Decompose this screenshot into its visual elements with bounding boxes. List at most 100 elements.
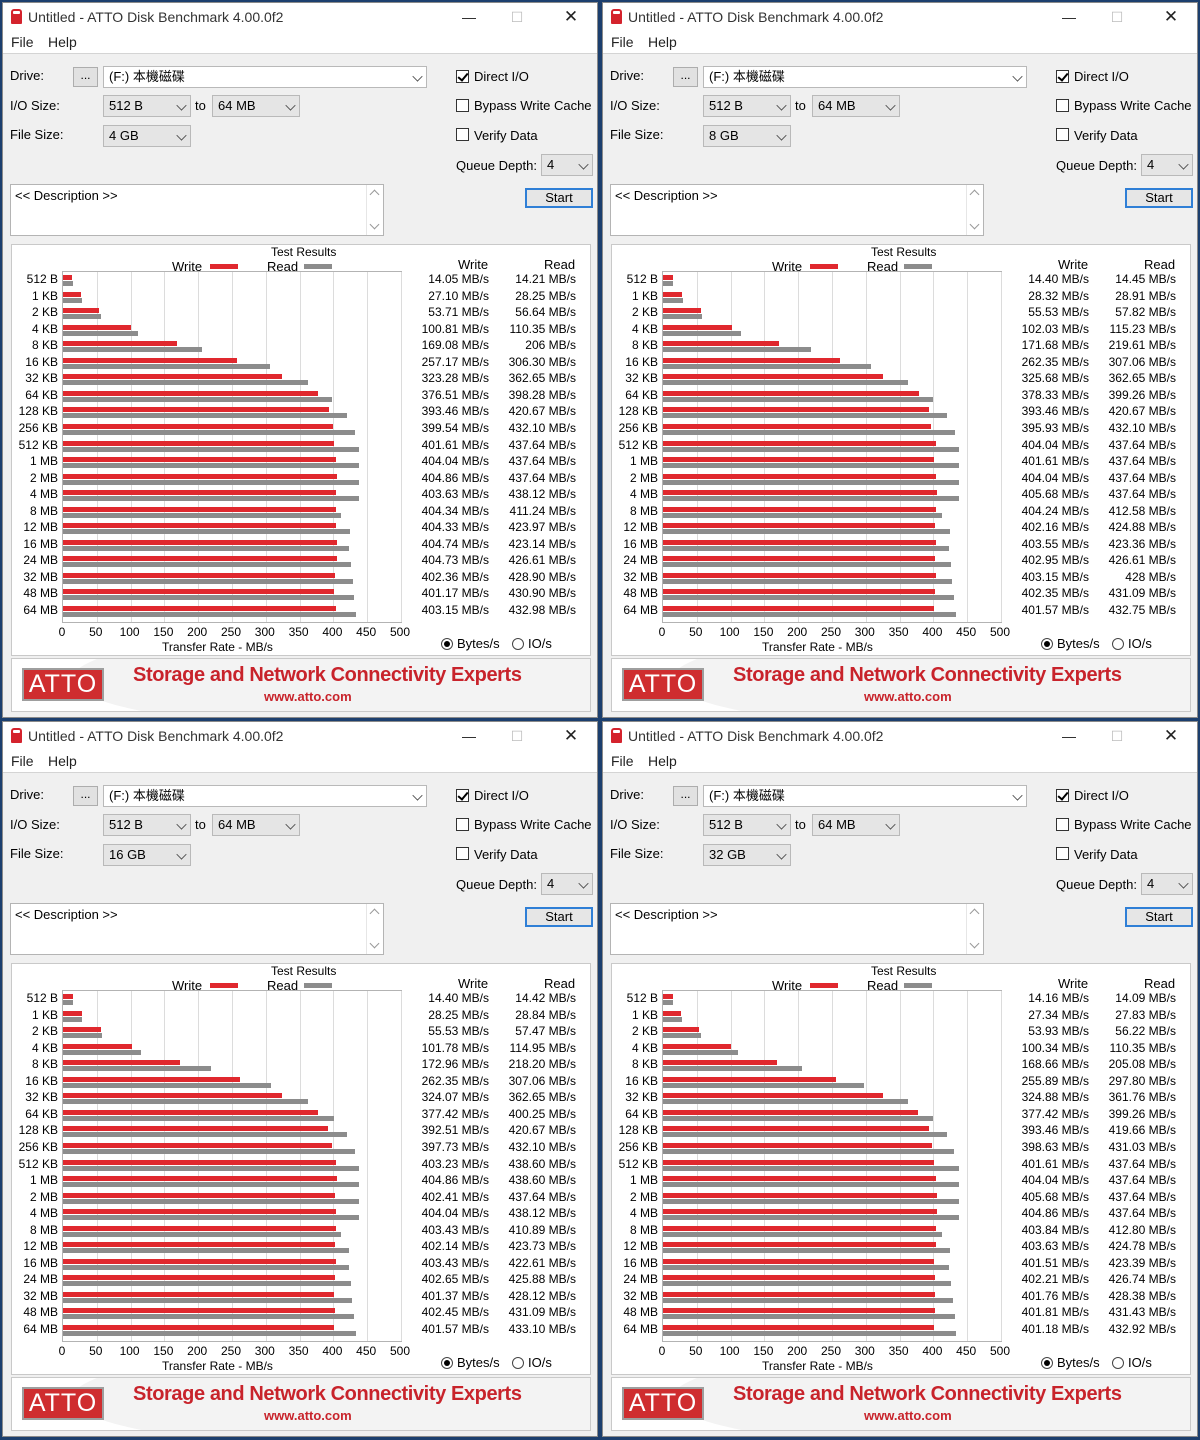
bytes-per-second-radio[interactable] <box>441 1357 453 1369</box>
maximize-icon[interactable]: ☐ <box>510 9 524 25</box>
description-scrollbar[interactable] <box>366 904 383 954</box>
menu-file[interactable]: File <box>611 34 634 50</box>
start-button[interactable]: Start <box>1125 907 1193 927</box>
verify-data-checkbox[interactable] <box>1056 128 1069 141</box>
title-bar[interactable]: Untitled - ATTO Disk Benchmark 4.00.0f2 … <box>603 3 1197 31</box>
title-bar[interactable]: Untitled - ATTO Disk Benchmark 4.00.0f2 … <box>3 722 597 750</box>
atto-app-icon <box>11 9 22 24</box>
scroll-up-icon[interactable] <box>969 189 980 200</box>
write-bar <box>663 572 936 578</box>
bytes-per-second-radio[interactable] <box>441 638 453 650</box>
bytes-per-second-radio[interactable] <box>1041 638 1053 650</box>
start-button[interactable]: Start <box>525 188 593 208</box>
browse-button[interactable]: ... <box>73 67 98 87</box>
io-per-second-radio[interactable] <box>512 638 524 650</box>
io-size-min-select[interactable]: 512 B <box>703 95 791 117</box>
bypass-write-cache-checkbox[interactable] <box>456 818 469 831</box>
direct-io-checkbox[interactable] <box>456 70 469 83</box>
bytes-per-second-radio[interactable] <box>1041 1357 1053 1369</box>
scroll-up-icon[interactable] <box>969 908 980 919</box>
description-box[interactable]: << Description >> <box>10 903 384 955</box>
atto-banner[interactable]: ATTO Storage and Network Connectivity Ex… <box>11 658 591 712</box>
description-scrollbar[interactable] <box>966 904 983 954</box>
browse-button[interactable]: ... <box>73 786 98 806</box>
close-icon[interactable]: ✕ <box>1163 726 1179 745</box>
drive-select[interactable]: (F:) 本機磁碟 <box>703 785 1027 807</box>
queue-depth-select[interactable]: 4 <box>541 154 593 176</box>
description-scrollbar[interactable] <box>966 185 983 235</box>
bypass-write-cache-checkbox[interactable] <box>1056 99 1069 112</box>
scroll-down-icon[interactable] <box>969 219 980 230</box>
close-icon[interactable]: ✕ <box>563 7 579 26</box>
queue-depth-select[interactable]: 4 <box>1141 154 1193 176</box>
menu-file[interactable]: File <box>11 34 34 50</box>
banner-url[interactable]: www.atto.com <box>264 1408 352 1423</box>
close-icon[interactable]: ✕ <box>563 726 579 745</box>
direct-io-checkbox[interactable] <box>1056 789 1069 802</box>
maximize-icon[interactable]: ☐ <box>510 728 524 744</box>
description-box[interactable]: << Description >> <box>610 184 984 236</box>
x-tick-label: 150 <box>753 1344 774 1358</box>
scroll-down-icon[interactable] <box>369 219 380 230</box>
queue-depth-select[interactable]: 4 <box>1141 873 1193 895</box>
minimize-icon[interactable]: — <box>462 9 476 25</box>
io-per-second-radio[interactable] <box>1112 1357 1124 1369</box>
start-button[interactable]: Start <box>1125 188 1193 208</box>
bypass-write-cache-checkbox[interactable] <box>456 99 469 112</box>
scroll-down-icon[interactable] <box>969 938 980 949</box>
direct-io-checkbox[interactable] <box>456 789 469 802</box>
menu-help[interactable]: Help <box>648 753 677 769</box>
file-size-select[interactable]: 8 GB <box>703 125 791 147</box>
io-per-second-radio[interactable] <box>1112 638 1124 650</box>
menu-help[interactable]: Help <box>648 34 677 50</box>
menu-file[interactable]: File <box>611 753 634 769</box>
description-scrollbar[interactable] <box>366 185 383 235</box>
atto-banner[interactable]: ATTO Storage and Network Connectivity Ex… <box>611 1377 1191 1431</box>
io-size-max-select[interactable]: 64 MB <box>212 95 300 117</box>
io-size-max-select[interactable]: 64 MB <box>212 814 300 836</box>
verify-data-checkbox[interactable] <box>456 128 469 141</box>
io-size-max-select[interactable]: 64 MB <box>812 814 900 836</box>
io-size-min-select[interactable]: 512 B <box>103 814 191 836</box>
title-bar[interactable]: Untitled - ATTO Disk Benchmark 4.00.0f2 … <box>603 722 1197 750</box>
minimize-icon[interactable]: — <box>1062 9 1076 25</box>
file-size-select[interactable]: 32 GB <box>703 844 791 866</box>
maximize-icon[interactable]: ☐ <box>1110 9 1124 25</box>
menu-file[interactable]: File <box>11 753 34 769</box>
bypass-write-cache-checkbox[interactable] <box>1056 818 1069 831</box>
direct-io-checkbox[interactable] <box>1056 70 1069 83</box>
banner-url[interactable]: www.atto.com <box>264 689 352 704</box>
scroll-up-icon[interactable] <box>369 189 380 200</box>
drive-select[interactable]: (F:) 本機磁碟 <box>703 66 1027 88</box>
drive-select[interactable]: (F:) 本機磁碟 <box>103 66 427 88</box>
file-size-select[interactable]: 4 GB <box>103 125 191 147</box>
close-icon[interactable]: ✕ <box>1163 7 1179 26</box>
file-size-select[interactable]: 16 GB <box>103 844 191 866</box>
io-size-min-select[interactable]: 512 B <box>103 95 191 117</box>
banner-url[interactable]: www.atto.com <box>864 689 952 704</box>
banner-url[interactable]: www.atto.com <box>864 1408 952 1423</box>
queue-depth-select[interactable]: 4 <box>541 873 593 895</box>
maximize-icon[interactable]: ☐ <box>1110 728 1124 744</box>
io-size-max-select[interactable]: 64 MB <box>812 95 900 117</box>
description-box[interactable]: << Description >> <box>10 184 384 236</box>
verify-data-checkbox[interactable] <box>1056 847 1069 860</box>
drive-select[interactable]: (F:) 本機磁碟 <box>103 785 427 807</box>
menu-help[interactable]: Help <box>48 753 77 769</box>
start-button[interactable]: Start <box>525 907 593 927</box>
browse-button[interactable]: ... <box>673 786 698 806</box>
minimize-icon[interactable]: — <box>462 728 476 744</box>
io-per-second-radio[interactable] <box>512 1357 524 1369</box>
minimize-icon[interactable]: — <box>1062 728 1076 744</box>
category-label: 512 B <box>626 991 658 1005</box>
atto-banner[interactable]: ATTO Storage and Network Connectivity Ex… <box>611 658 1191 712</box>
io-size-min-select[interactable]: 512 B <box>703 814 791 836</box>
browse-button[interactable]: ... <box>673 67 698 87</box>
scroll-down-icon[interactable] <box>369 938 380 949</box>
menu-help[interactable]: Help <box>48 34 77 50</box>
scroll-up-icon[interactable] <box>369 908 380 919</box>
atto-banner[interactable]: ATTO Storage and Network Connectivity Ex… <box>11 1377 591 1431</box>
description-box[interactable]: << Description >> <box>610 903 984 955</box>
verify-data-checkbox[interactable] <box>456 847 469 860</box>
title-bar[interactable]: Untitled - ATTO Disk Benchmark 4.00.0f2 … <box>3 3 597 31</box>
